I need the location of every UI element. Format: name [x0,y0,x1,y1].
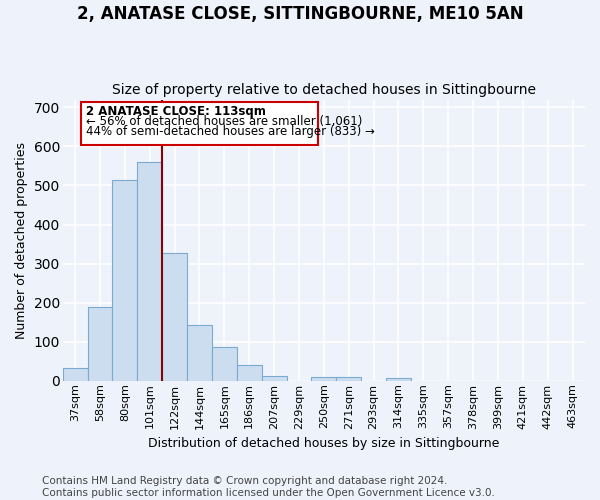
Bar [162,253,187,381]
Bar [311,377,336,381]
FancyBboxPatch shape [82,102,317,145]
Bar [336,377,361,381]
X-axis label: Distribution of detached houses by size in Sittingbourne: Distribution of detached houses by size … [148,437,500,450]
Bar [112,180,137,381]
Bar [262,376,287,381]
Bar [63,368,88,381]
Bar [237,365,262,381]
Bar [386,378,411,381]
Text: Contains HM Land Registry data © Crown copyright and database right 2024.
Contai: Contains HM Land Registry data © Crown c… [42,476,495,498]
Bar [88,306,112,381]
Bar [137,162,162,381]
Text: ← 56% of detached houses are smaller (1,061): ← 56% of detached houses are smaller (1,… [86,115,363,128]
Title: Size of property relative to detached houses in Sittingbourne: Size of property relative to detached ho… [112,83,536,97]
Bar [187,325,212,381]
Y-axis label: Number of detached properties: Number of detached properties [15,142,28,338]
Text: 44% of semi-detached houses are larger (833) →: 44% of semi-detached houses are larger (… [86,126,375,138]
Text: 2, ANATASE CLOSE, SITTINGBOURNE, ME10 5AN: 2, ANATASE CLOSE, SITTINGBOURNE, ME10 5A… [77,5,523,23]
Text: 2 ANATASE CLOSE: 113sqm: 2 ANATASE CLOSE: 113sqm [86,105,266,118]
Bar [212,347,237,381]
